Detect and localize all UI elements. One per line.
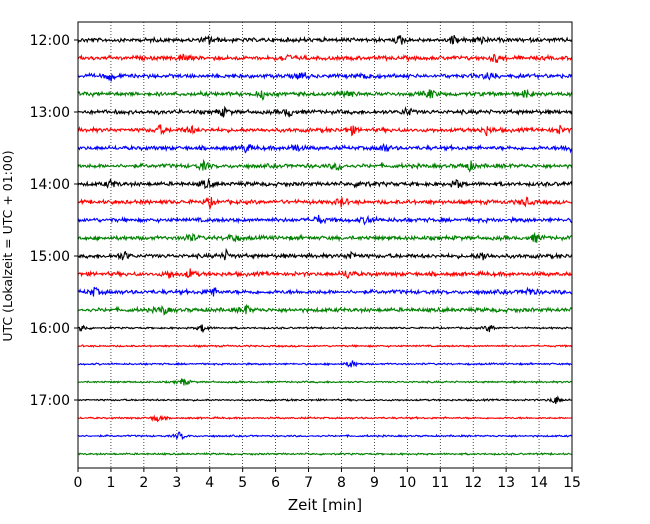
x-tick-label: 14	[530, 475, 548, 491]
trace-1315	[77, 124, 573, 137]
trace-1630	[77, 360, 573, 368]
trace-1415	[77, 196, 573, 211]
trace-1445	[77, 231, 573, 243]
trace-1515	[77, 268, 573, 280]
trace-1615	[77, 344, 573, 349]
y-tick-label: 15:00	[30, 249, 70, 265]
x-tick-label: 5	[238, 475, 247, 491]
trace-1400	[77, 177, 573, 190]
x-tick-label: 7	[304, 475, 313, 491]
y-axis-label: UTC (Lokalzeit = UTC + 01:00)	[0, 150, 15, 341]
trace-1345	[77, 158, 573, 173]
x-tick-label: 12	[464, 475, 482, 491]
trace-1545	[77, 303, 573, 316]
x-tick-label: 8	[337, 475, 346, 491]
trace-1200	[77, 34, 573, 46]
trace-1645	[77, 378, 573, 386]
y-tick-label: 17:00	[30, 393, 70, 409]
trace-1330	[77, 142, 573, 154]
x-tick-label: 6	[271, 475, 280, 491]
x-axis-label: Zeit [min]	[288, 496, 362, 514]
traces	[77, 34, 573, 457]
y-tick-label: 14:00	[30, 177, 70, 193]
x-tick-label: 1	[106, 475, 115, 491]
trace-1600	[77, 324, 573, 333]
x-tick-label: 3	[172, 475, 181, 491]
plot-frame	[77, 21, 573, 469]
trace-1230	[77, 71, 573, 82]
trace-1745	[77, 451, 573, 457]
trace-1300	[77, 105, 573, 118]
trace-1530	[77, 286, 573, 297]
trace-1715	[77, 414, 573, 423]
y-axis-ticks: 12:00 13:00 14:00 15:00 16:00 17:00	[30, 33, 78, 409]
x-tick-label: 4	[205, 475, 214, 491]
x-tick-label: 15	[563, 475, 581, 491]
y-tick-label: 16:00	[30, 321, 70, 337]
trace-1430	[77, 214, 573, 226]
trace-1215	[77, 53, 573, 64]
x-tick-label: 13	[497, 475, 515, 491]
x-tick-label: 2	[139, 475, 148, 491]
x-tick-label: 11	[431, 475, 449, 491]
x-tick-label: 0	[74, 475, 83, 491]
y-tick-label: 12:00	[30, 33, 70, 49]
vertical-grid	[110, 22, 540, 468]
y-tick-label: 13:00	[30, 105, 70, 121]
trace-1730	[77, 431, 573, 441]
trace-1700	[77, 395, 573, 405]
trace-1245	[77, 89, 573, 101]
x-tick-label: 9	[370, 475, 379, 491]
x-tick-label: 10	[398, 475, 416, 491]
trace-1500	[77, 247, 573, 261]
x-axis-ticks: 0 1 2 3 4 5 6 7 8 9 10 11 12 13 14 15	[74, 468, 581, 491]
